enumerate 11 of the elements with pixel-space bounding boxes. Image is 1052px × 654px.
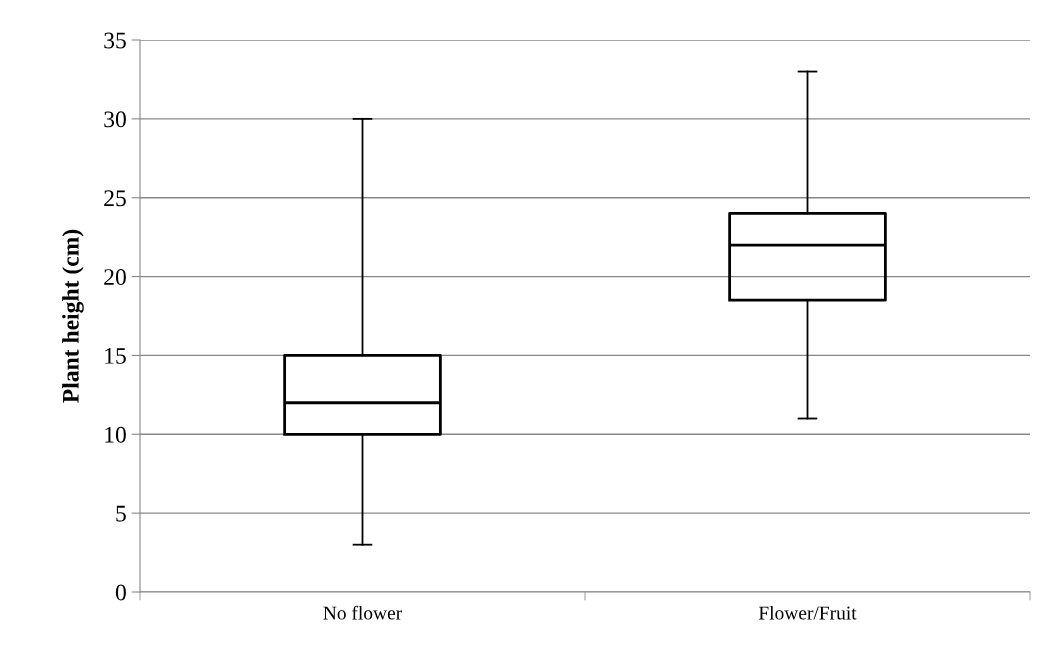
y-tick-label: 35 [104,32,126,49]
x-tick-label: Flower/Fruit [758,605,857,620]
y-tick-label: 5 [116,505,126,522]
y-tick-label: 20 [104,269,126,285]
y-tick-label: 0 [115,584,126,601]
y-tick-label: 30 [104,111,126,128]
y-tick-label: 15 [105,348,126,364]
y-axis-title: Plant height (cm) [62,229,84,403]
y-tick-label: 10 [105,426,126,443]
x-tick-label: No flower [323,605,403,620]
y-tick-label: 25 [104,190,126,207]
